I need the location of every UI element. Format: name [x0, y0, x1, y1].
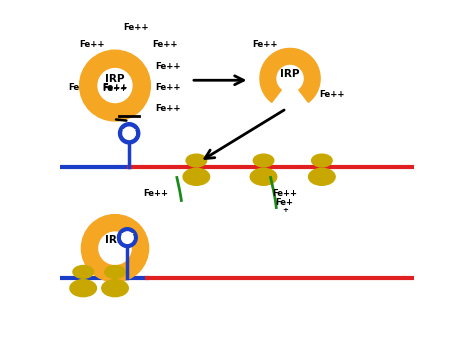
Text: Fe++: Fe++ [102, 83, 128, 92]
Ellipse shape [253, 154, 274, 167]
Ellipse shape [183, 168, 210, 185]
Ellipse shape [102, 280, 128, 297]
Text: Fe++: Fe++ [155, 62, 181, 71]
Text: Fe++: Fe++ [155, 83, 181, 92]
Text: IRE: IRE [122, 129, 137, 138]
Polygon shape [260, 48, 320, 102]
Ellipse shape [73, 266, 93, 278]
Ellipse shape [250, 168, 277, 185]
Circle shape [82, 215, 148, 282]
Text: IRP: IRP [105, 235, 125, 245]
Circle shape [122, 232, 133, 244]
Text: IRP: IRP [280, 69, 300, 79]
Text: Fe+: Fe+ [276, 198, 294, 207]
Circle shape [98, 69, 132, 103]
Text: IRE: IRE [120, 233, 135, 242]
Text: Fe++: Fe++ [79, 40, 105, 49]
Text: Fe++: Fe++ [272, 189, 297, 198]
Text: Fe++: Fe++ [320, 90, 345, 99]
Ellipse shape [311, 154, 332, 167]
Circle shape [123, 127, 135, 140]
Text: Fe++: Fe++ [102, 84, 128, 93]
Text: +: + [282, 207, 288, 213]
Text: Fe: Fe [69, 83, 80, 92]
Circle shape [118, 123, 140, 144]
Text: Fe++: Fe++ [155, 104, 181, 113]
Ellipse shape [186, 154, 207, 167]
Text: IRP: IRP [105, 74, 125, 84]
Text: Fe++: Fe++ [152, 40, 177, 49]
Circle shape [118, 228, 137, 247]
Ellipse shape [70, 280, 96, 297]
Text: Fe++: Fe++ [253, 40, 278, 49]
Text: Fe++: Fe++ [123, 23, 149, 32]
Ellipse shape [309, 168, 335, 185]
Text: Fe++: Fe++ [143, 189, 168, 198]
Circle shape [99, 232, 131, 264]
Ellipse shape [105, 266, 125, 278]
Circle shape [80, 50, 150, 121]
